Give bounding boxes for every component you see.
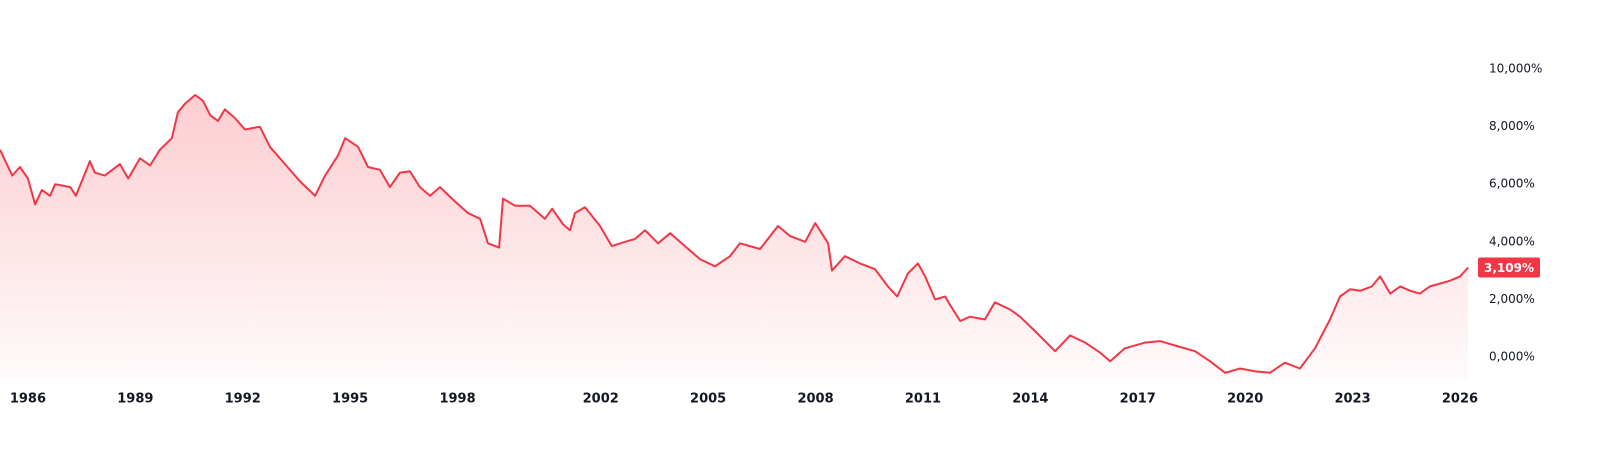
x-tick-label: 2014 (1012, 392, 1048, 407)
x-tick-label: 1998 (439, 392, 475, 407)
x-tick-label: 2011 (905, 392, 941, 407)
x-tick-label: 2017 (1120, 392, 1156, 407)
current-value-badge (1478, 257, 1540, 278)
x-tick-label: 1989 (117, 392, 153, 407)
x-tick-label: 1992 (225, 392, 261, 407)
x-tick-label: 2002 (583, 392, 619, 407)
y-tick-label: 2,000% (1489, 292, 1535, 306)
x-tick-label: 2026 (1442, 392, 1478, 407)
x-tick-label: 2020 (1227, 392, 1263, 407)
line (0, 94, 1469, 374)
y-tick-label: 10,000% (1489, 62, 1542, 76)
x-tick-label: 2023 (1334, 392, 1370, 407)
current-value-label: 3,109% (1484, 261, 1534, 275)
area (0, 95, 1469, 380)
y-tick-label: 8,000% (1489, 119, 1535, 133)
y-tick-label: 0,000% (1489, 349, 1535, 363)
x-tick-label: 1995 (332, 392, 368, 407)
y-tick-label: 4,000% (1489, 234, 1535, 248)
x-tick-label: 2008 (797, 392, 833, 407)
x-tick-label: 1986 (10, 392, 46, 407)
x-tick-label: 2005 (690, 392, 726, 407)
y-tick-label: 6,000% (1489, 177, 1535, 191)
